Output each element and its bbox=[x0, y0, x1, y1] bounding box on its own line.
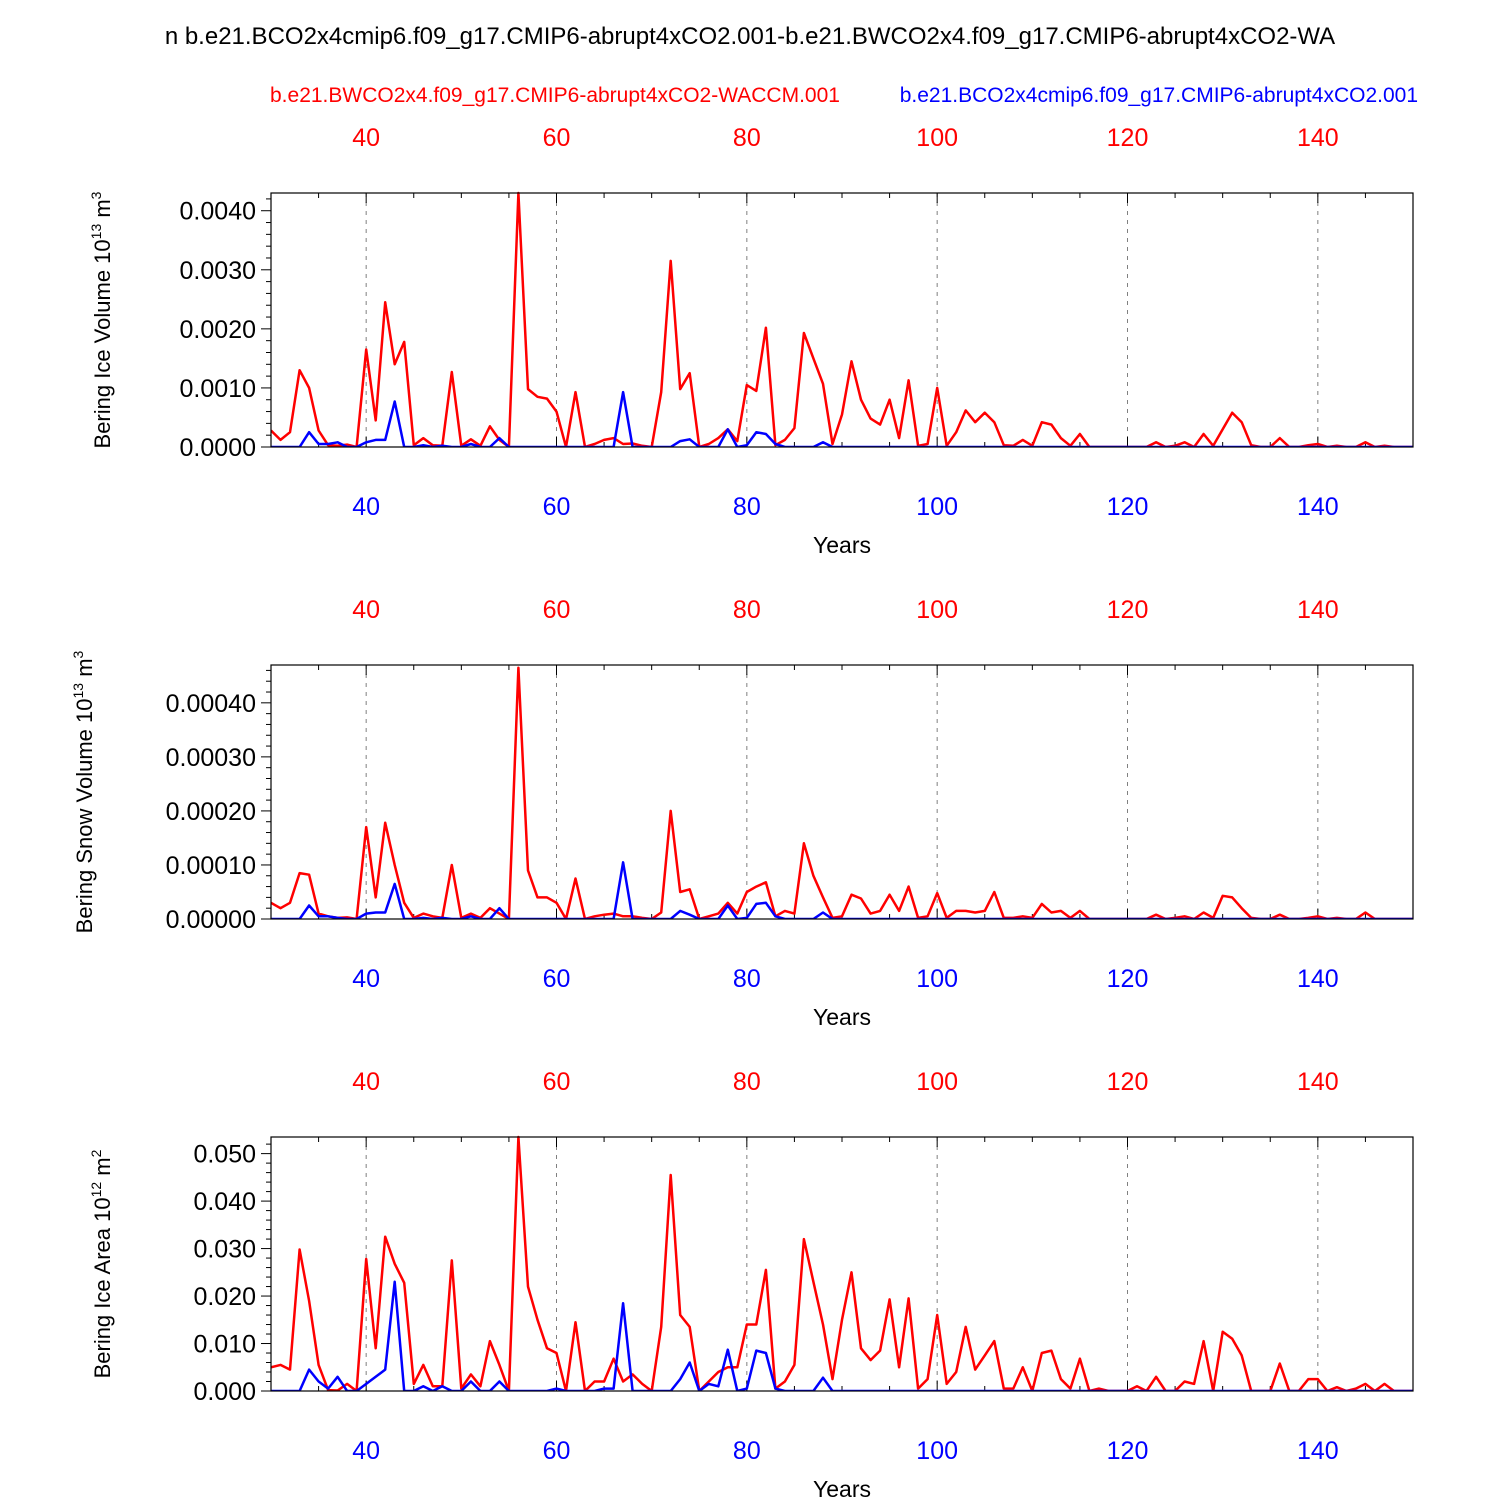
y-tick-label: 0.010 bbox=[193, 1331, 256, 1359]
y-axis-label-unit: m bbox=[90, 199, 115, 223]
y-axis-label-exponent: 12 bbox=[88, 1182, 104, 1198]
y-axis-label: Bering Snow Volume 1013 m3 bbox=[70, 650, 97, 933]
x-tick-label-top: 40 bbox=[352, 124, 380, 152]
x-tick-label-bottom: 100 bbox=[916, 965, 958, 993]
y-tick-label: 0.00010 bbox=[166, 852, 256, 880]
x-tick-label-bottom: 60 bbox=[543, 1437, 571, 1465]
y-axis-label-exponent: 13 bbox=[88, 224, 104, 240]
y-axis-label-text: Bering Ice Area 10 bbox=[90, 1197, 115, 1378]
x-tick-label-top: 140 bbox=[1297, 596, 1339, 624]
x-tick-label-bottom: 140 bbox=[1297, 965, 1339, 993]
y-axis-label-unit: m bbox=[72, 658, 97, 682]
y-tick-label: 0.00030 bbox=[166, 744, 256, 772]
plot-frame bbox=[270, 192, 1414, 448]
y-axis-label-unit: m bbox=[90, 1157, 115, 1181]
panels: 0.0000 0.0010 0.0020 0.0030 0.0040 40 40 60 60 80… bbox=[70, 124, 1414, 1500]
x-tick-label-bottom: 120 bbox=[1107, 493, 1149, 521]
y-tick-label: 0.030 bbox=[193, 1236, 256, 1264]
series-line-red bbox=[271, 666, 1413, 919]
y-axis-label-text: Bering Ice Volume 10 bbox=[90, 239, 115, 448]
series-line-blue bbox=[271, 861, 1413, 919]
y-axis-label-unit-exponent: 3 bbox=[88, 191, 104, 199]
x-tick-label-top: 100 bbox=[916, 1068, 958, 1096]
y-tick-label: 0.0030 bbox=[180, 257, 256, 285]
panel-1: 0.0000 0.0010 0.0020 0.0030 0.0040 40 40 60 60 80… bbox=[88, 124, 1414, 558]
x-tick-label-top: 140 bbox=[1297, 1068, 1339, 1096]
y-axis-label: Bering Ice Area 1012 m2 bbox=[88, 1149, 115, 1378]
x-tick-label-top: 120 bbox=[1107, 596, 1149, 624]
y-tick-label: 0.00040 bbox=[166, 690, 256, 718]
x-tick-label-bottom: 80 bbox=[733, 493, 761, 521]
legend-red-series: b.e21.BWCO2x4.f09_g17.CMIP6-abrupt4xCO2-… bbox=[270, 84, 840, 107]
x-tick-label-bottom: 120 bbox=[1107, 1437, 1149, 1465]
y-tick-label: 0.00000 bbox=[166, 906, 256, 934]
x-tick-label-top: 60 bbox=[543, 1068, 571, 1096]
plot-frame bbox=[270, 1136, 1414, 1392]
x-tick-label-bottom: 140 bbox=[1297, 493, 1339, 521]
y-axis-label-exponent: 13 bbox=[70, 683, 86, 699]
series-line-red bbox=[271, 1135, 1413, 1391]
y-tick-label: 0.040 bbox=[193, 1188, 256, 1216]
x-axis-label: Years bbox=[813, 1476, 871, 1500]
x-tick-label-top: 120 bbox=[1107, 1068, 1149, 1096]
y-tick-label: 0.000 bbox=[193, 1378, 256, 1406]
x-tick-label-top: 60 bbox=[543, 124, 571, 152]
x-tick-label-top: 120 bbox=[1107, 124, 1149, 152]
x-tick-label-top: 100 bbox=[916, 596, 958, 624]
y-tick-label: 0.00020 bbox=[166, 798, 256, 826]
x-tick-label-bottom: 140 bbox=[1297, 1437, 1339, 1465]
y-tick-label: 0.0000 bbox=[180, 434, 256, 462]
panel-2: 0.00000 0.00010 0.00020 0.00030 0.00040 40 40 6… bbox=[70, 596, 1414, 1030]
x-tick-label-top: 100 bbox=[916, 124, 958, 152]
y-tick-label: 0.0020 bbox=[180, 316, 256, 344]
x-tick-label-bottom: 100 bbox=[916, 1437, 958, 1465]
y-tick-label: 0.0040 bbox=[180, 198, 256, 226]
y-axis-label-text: Bering Snow Volume 10 bbox=[72, 699, 97, 934]
panel-3: 0.000 0.010 0.020 0.030 0.040 0.050 40 40 60 60 80… bbox=[88, 1068, 1414, 1500]
y-axis-label-unit-exponent: 2 bbox=[88, 1149, 104, 1157]
legend-blue-series: b.e21.BCO2x4cmip6.f09_g17.CMIP6-abrupt4x… bbox=[900, 84, 1418, 107]
x-tick-label-top: 80 bbox=[733, 124, 761, 152]
x-tick-label-bottom: 60 bbox=[543, 493, 571, 521]
x-tick-label-top: 40 bbox=[352, 1068, 380, 1096]
plot-frame bbox=[270, 664, 1414, 920]
x-tick-label-top: 80 bbox=[733, 1068, 761, 1096]
x-axis-label: Years bbox=[813, 1004, 871, 1030]
x-axis-label: Years bbox=[813, 532, 871, 558]
y-axis-label-unit-exponent: 3 bbox=[70, 650, 86, 658]
x-tick-label-bottom: 60 bbox=[543, 965, 571, 993]
x-tick-label-top: 80 bbox=[733, 596, 761, 624]
x-tick-label-top: 60 bbox=[543, 596, 571, 624]
x-tick-label-bottom: 80 bbox=[733, 965, 761, 993]
figure-title: n b.e21.BCO2x4cmip6.f09_g17.CMIP6-abrupt… bbox=[165, 23, 1335, 50]
x-tick-label-bottom: 100 bbox=[916, 493, 958, 521]
y-tick-label: 0.050 bbox=[193, 1141, 256, 1169]
x-tick-label-bottom: 40 bbox=[352, 1437, 380, 1465]
x-tick-label-bottom: 80 bbox=[733, 1437, 761, 1465]
y-tick-label: 0.020 bbox=[193, 1283, 256, 1311]
x-tick-label-bottom: 120 bbox=[1107, 965, 1149, 993]
x-tick-label-bottom: 40 bbox=[352, 493, 380, 521]
y-tick-label: 0.0010 bbox=[180, 375, 256, 403]
x-tick-label-top: 40 bbox=[352, 596, 380, 624]
y-axis-label: Bering Ice Volume 1013 m3 bbox=[88, 191, 115, 448]
x-tick-label-top: 140 bbox=[1297, 124, 1339, 152]
x-tick-label-bottom: 40 bbox=[352, 965, 380, 993]
series-line-red bbox=[271, 191, 1413, 447]
